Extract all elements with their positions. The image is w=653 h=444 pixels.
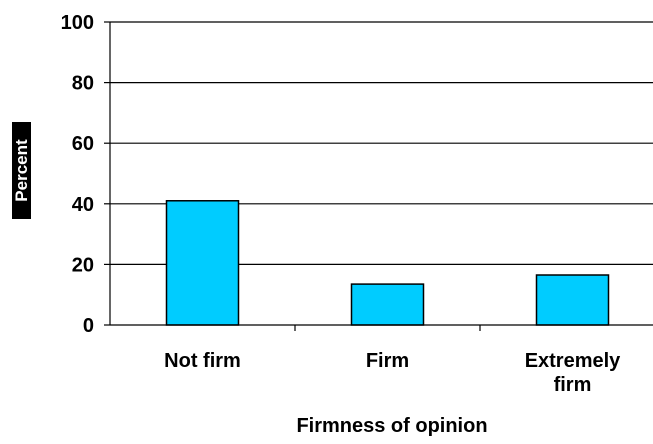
bars	[165, 200, 610, 326]
y-axis-title-text: Percent	[12, 139, 31, 202]
x-axis-title: Firmness of opinion	[296, 415, 487, 437]
bar	[350, 283, 425, 326]
x-category-label: Extremely firm	[525, 350, 621, 396]
y-tick-label: 60	[72, 133, 94, 155]
y-tick-labels: 0 20 40 60 80 100	[61, 12, 110, 337]
x-category-label: Not firm	[164, 350, 241, 372]
y-tick-label: 100	[61, 12, 94, 34]
y-tick-label: 40	[72, 194, 94, 216]
x-category-labels: Not firm Firm Extremely firm	[164, 325, 621, 396]
bar	[535, 274, 610, 326]
y-tick-label: 20	[72, 254, 94, 276]
bar	[165, 200, 240, 326]
y-axis-title-background	[12, 122, 31, 219]
y-axis-title: Percent	[12, 122, 31, 219]
y-tick-label: 0	[83, 315, 94, 337]
axes	[109, 22, 653, 326]
y-tick-label: 80	[72, 73, 94, 95]
x-category-label: Firm	[366, 350, 409, 372]
